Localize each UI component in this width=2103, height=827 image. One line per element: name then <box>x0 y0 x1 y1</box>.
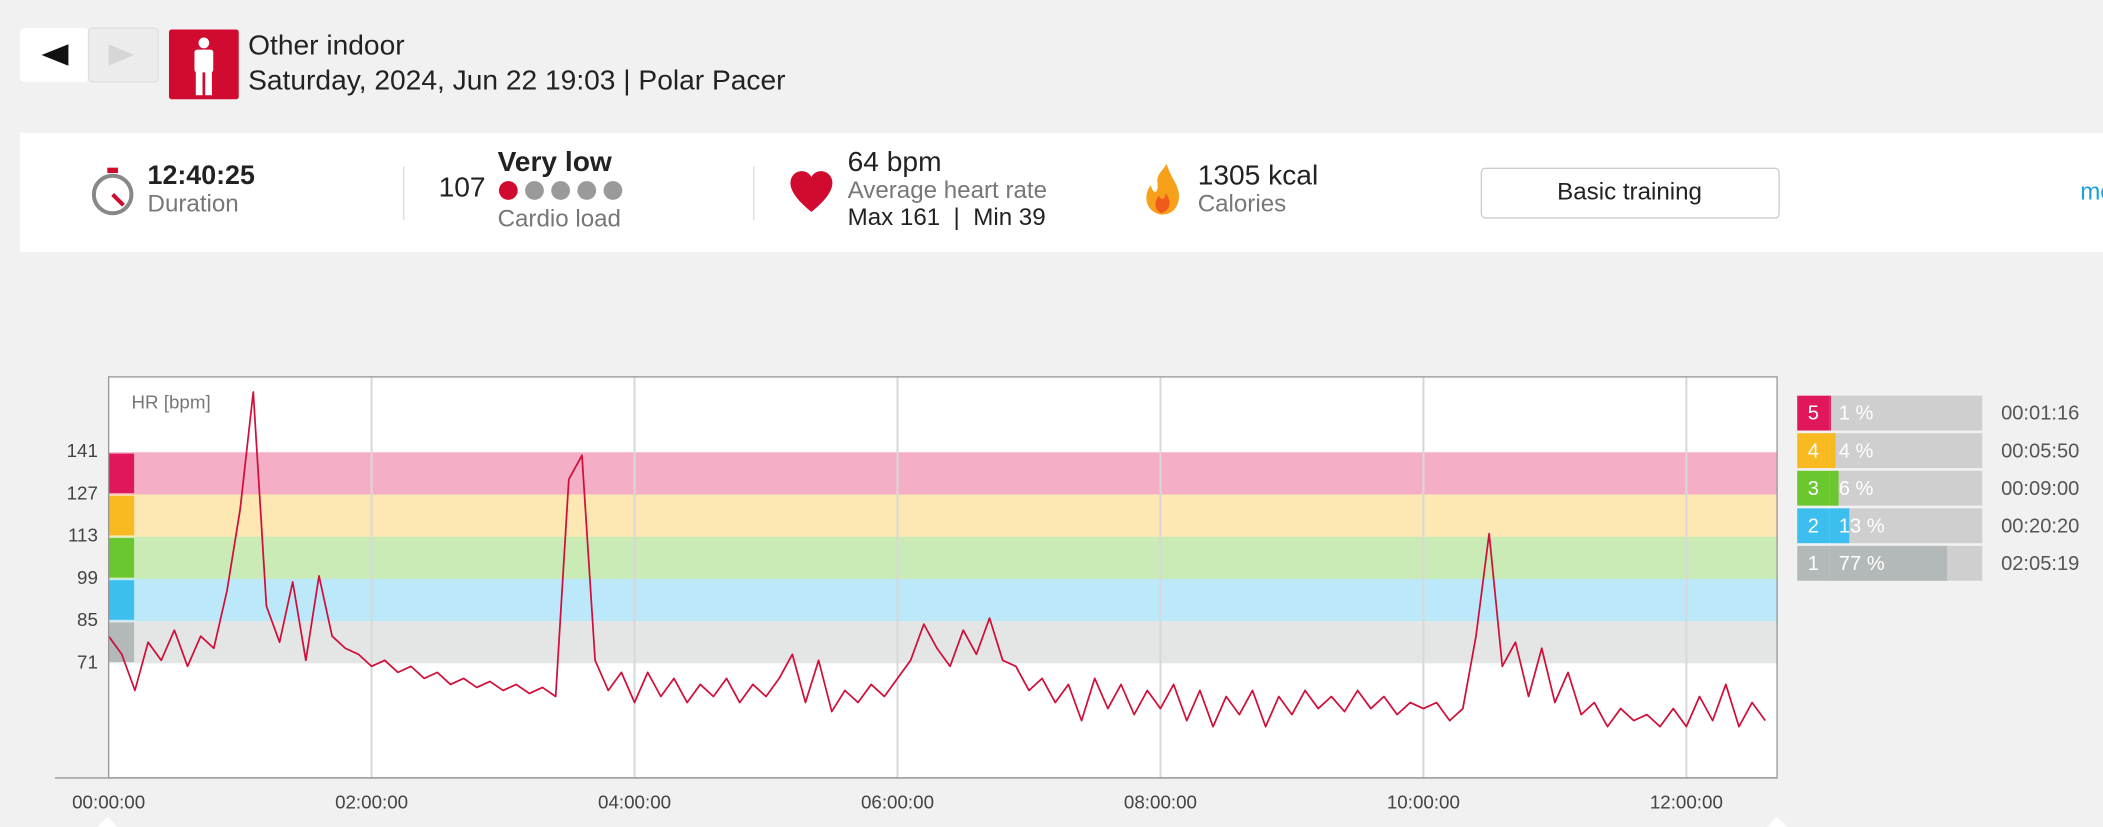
zone-percent: 6 % <box>1839 478 1874 500</box>
zone-square <box>1797 508 1830 544</box>
zone-band <box>108 452 1778 495</box>
cardio-status: Very low <box>498 146 612 177</box>
stopwatch-icon <box>91 167 134 216</box>
zone-bar <box>1829 508 1850 544</box>
calories-label: Calories <box>1198 191 1287 218</box>
zone-band <box>108 536 1778 579</box>
training-button[interactable] <box>1480 167 1780 219</box>
zone-time: 00:05:50 <box>2001 440 2079 462</box>
zone-square <box>1797 545 1830 581</box>
zone-square <box>1797 470 1830 506</box>
x-tick-label: 02:00:00 <box>335 791 408 812</box>
zone-number: 2 <box>1808 515 1819 537</box>
y-tick-label: 113 <box>68 525 98 546</box>
hr-chart <box>107 376 1778 778</box>
y-label-box <box>124 387 229 420</box>
zone-marker <box>108 495 135 536</box>
more-link[interactable]: mo <box>2080 179 2103 206</box>
zone-time: 00:09:00 <box>2001 478 2079 500</box>
y-tick-label: 127 <box>67 482 98 503</box>
scrubber-handle[interactable] <box>1766 816 1788 827</box>
zone-bar-bg <box>1829 470 1983 506</box>
zone-bar <box>1829 433 1836 469</box>
zone-square <box>1797 433 1830 469</box>
cardio-value: 107 <box>439 172 486 203</box>
flame-icon <box>1146 163 1180 215</box>
y-tick-label: 85 <box>77 609 98 630</box>
y-tick-label: 99 <box>77 567 98 588</box>
zone-bar-bg <box>1829 433 1983 469</box>
cardio-dots <box>498 181 623 200</box>
zone-bar-bg <box>1829 508 1983 544</box>
heart-icon <box>790 171 833 212</box>
zone-number: 1 <box>1808 553 1819 575</box>
zone-time: 02:05:19 <box>2001 553 2079 575</box>
training-button-label: Basic training <box>1557 179 1702 206</box>
x-tick-label: 00:00:00 <box>72 791 145 812</box>
zone-number: 5 <box>1808 403 1819 425</box>
zone-percent: 4 % <box>1839 440 1874 462</box>
zone-time: 00:20:20 <box>2001 515 2079 537</box>
y-axis-label: HR [bpm] <box>131 392 210 413</box>
zone-bar <box>1829 545 1948 581</box>
y-tick-label: 141 <box>67 440 98 461</box>
hr-label: Average heart rate <box>848 177 1047 204</box>
calories-value: 1305 kcal <box>1198 159 1319 190</box>
hr-value: 64 bpm <box>848 146 942 177</box>
hr-line <box>107 391 1766 728</box>
scrubber-handle[interactable] <box>97 816 118 827</box>
zone-percent: 13 % <box>1839 515 1885 537</box>
zone-square <box>1797 395 1830 431</box>
zone-marker <box>108 453 135 494</box>
x-tick-label: 06:00:00 <box>861 791 934 812</box>
zone-band <box>108 494 1778 537</box>
summary-panel <box>20 132 2103 253</box>
zone-bar <box>1829 470 1839 506</box>
cardio-label: Cardio load <box>498 205 621 232</box>
duration-label: Duration <box>148 191 239 218</box>
activity-name: Other indoor <box>248 29 405 60</box>
activity-subtitle: Saturday, 2024, Jun 22 19:03 | Polar Pac… <box>248 64 785 95</box>
y-tick-label: 71 <box>77 651 98 672</box>
x-tick-label: 10:00:00 <box>1387 791 1460 812</box>
zone-bar <box>1829 395 1831 431</box>
zone-percent: 1 % <box>1839 403 1874 425</box>
next-arrow <box>108 44 135 66</box>
x-tick-label: 04:00:00 <box>598 791 671 812</box>
zone-marker <box>108 538 135 578</box>
person-icon <box>194 37 214 96</box>
zone-bar-bg <box>1829 395 1983 431</box>
zone-number: 3 <box>1808 478 1819 500</box>
zone-percent: 77 % <box>1839 553 1885 575</box>
zone-marker <box>108 580 135 620</box>
plot-area <box>108 376 1778 778</box>
x-tick-label: 12:00:00 <box>1650 791 1723 812</box>
x-tick-label: 08:00:00 <box>1124 791 1197 812</box>
zone-number: 4 <box>1808 440 1819 462</box>
zone-time: 00:01:16 <box>2001 403 2079 425</box>
zone-band <box>108 578 1778 622</box>
hr-minmax: Max 161 | Min 39 <box>848 204 1046 231</box>
zone-summary: 5 1 % 00:01:16 4 4 % 00:05:50 3 6 % 00:09:00 2 13 … <box>1797 395 2079 581</box>
duration-value: 12:40:25 <box>148 160 255 190</box>
prev-arrow <box>41 44 69 66</box>
